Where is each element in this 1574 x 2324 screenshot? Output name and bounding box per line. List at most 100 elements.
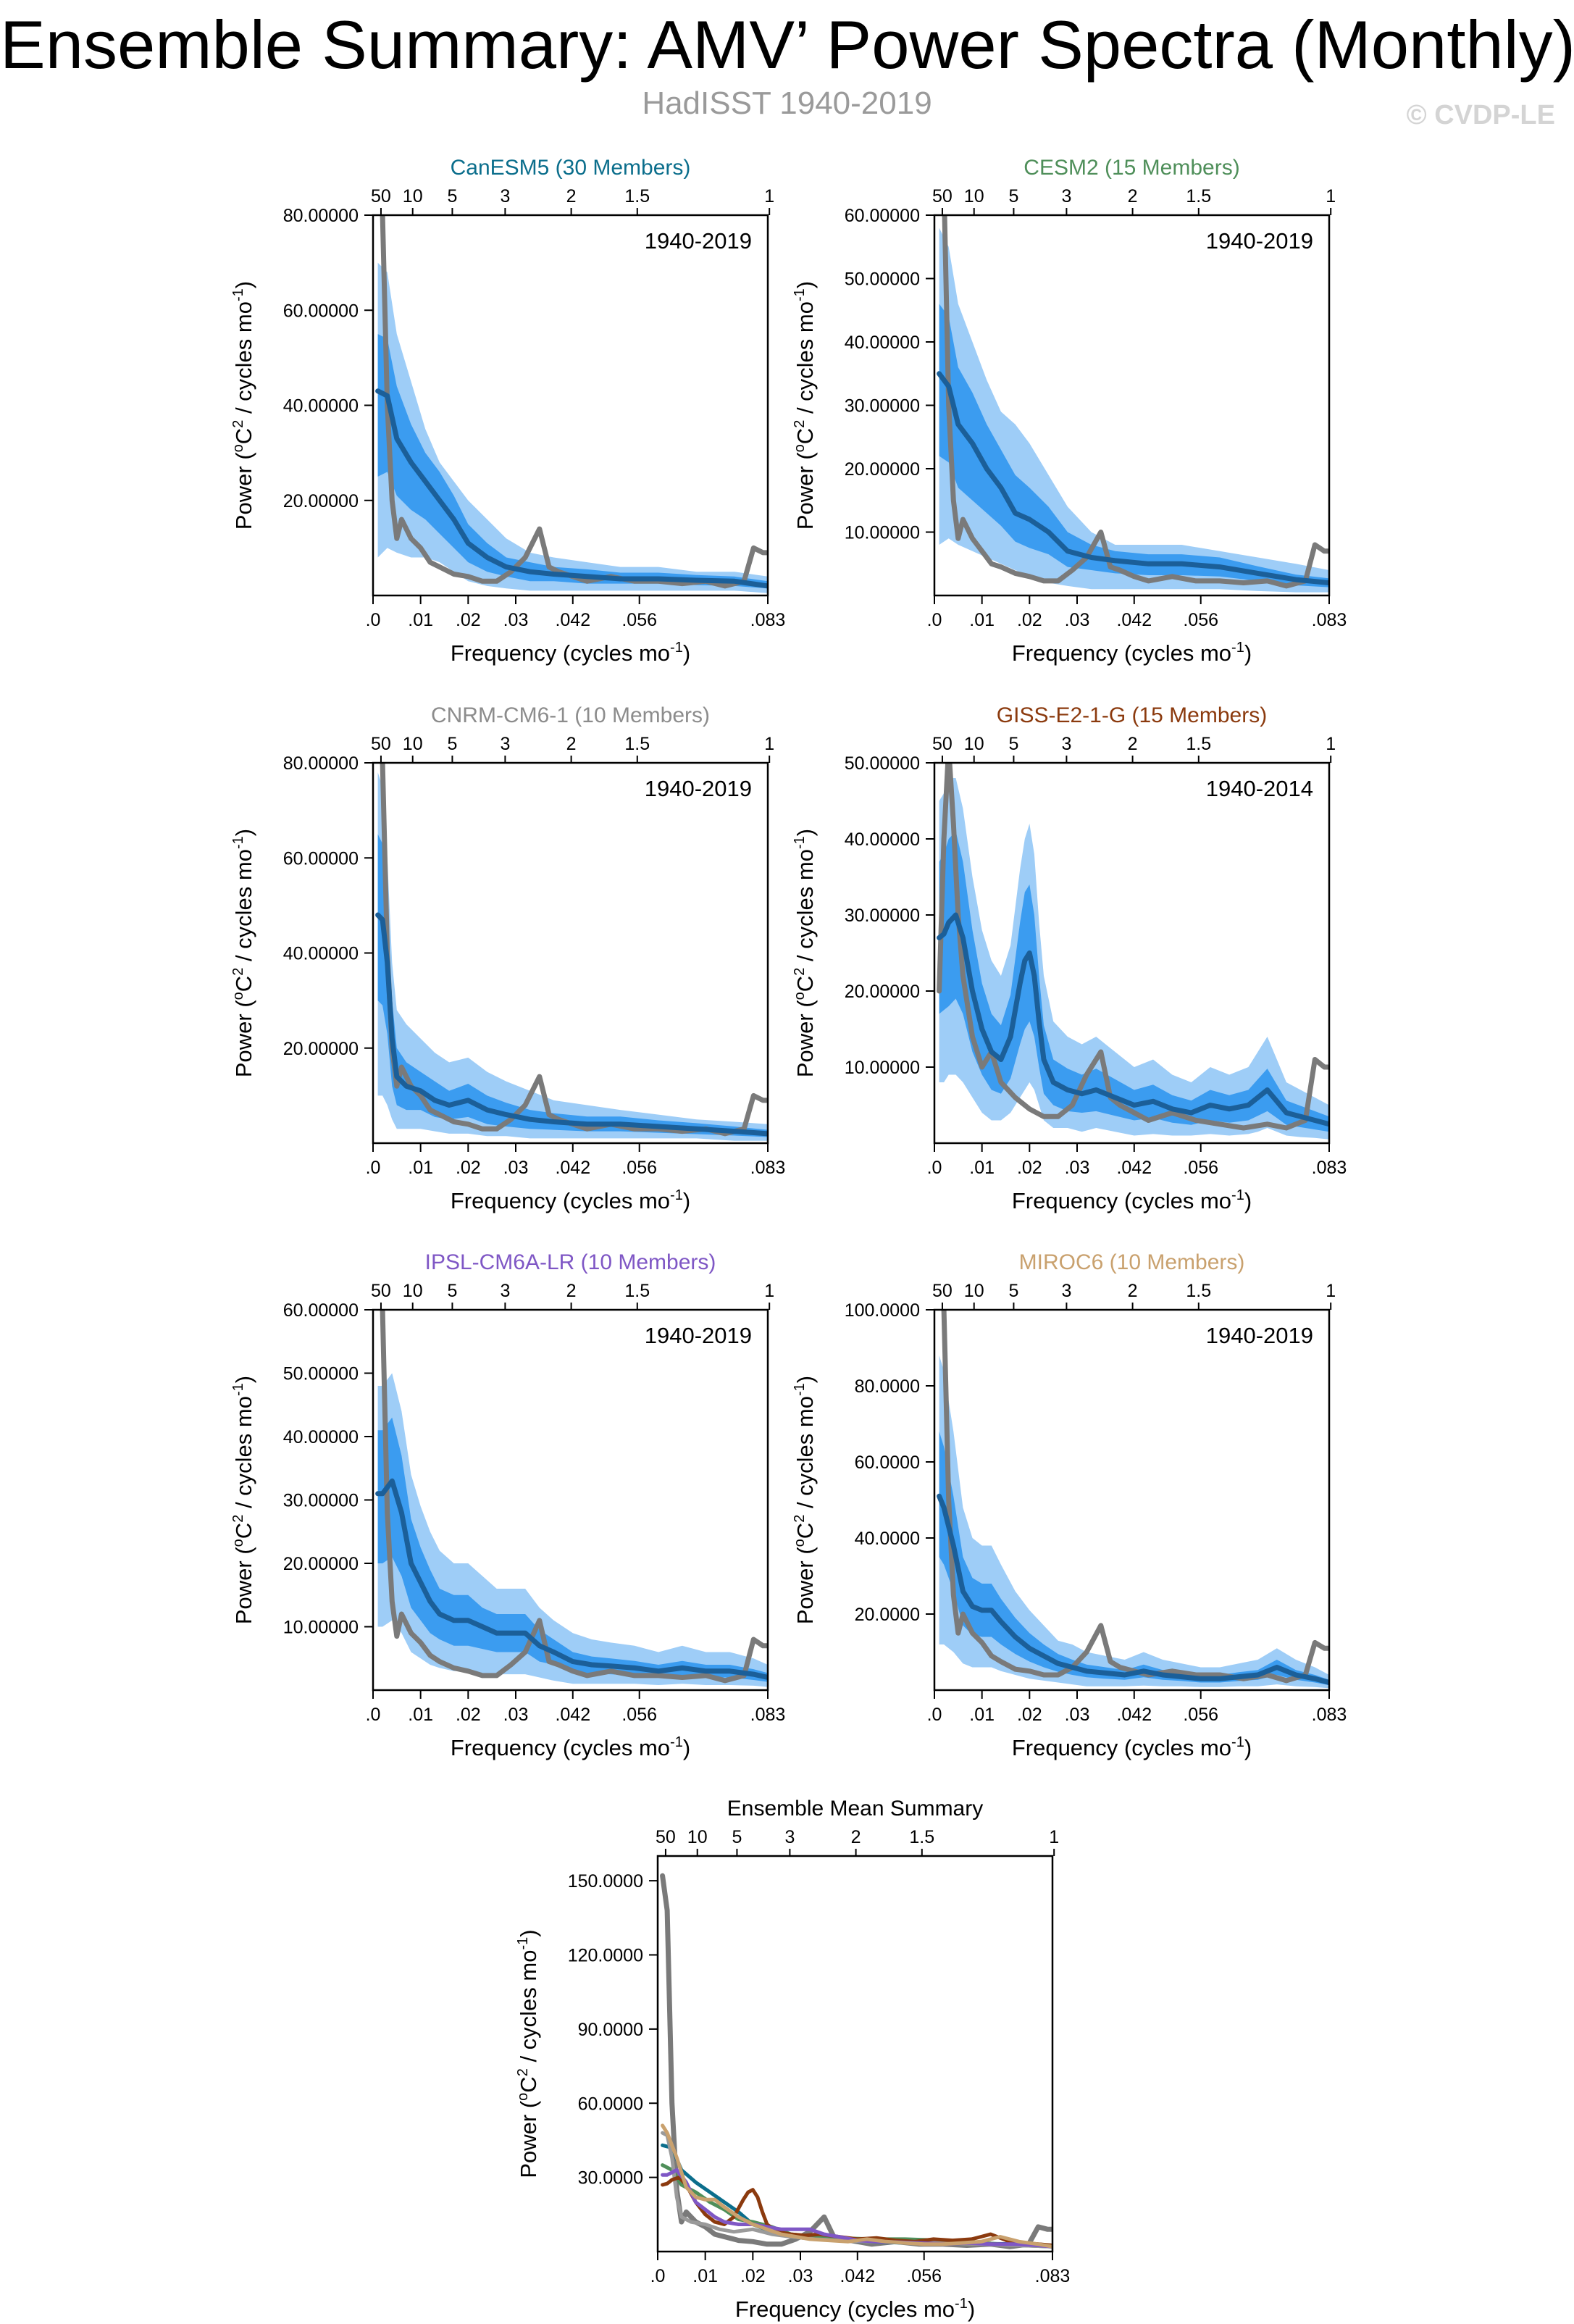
obs-line (941, 1310, 1329, 1684)
y-tick-label: 50.00000 (283, 1364, 359, 1384)
x-tick-label: .056 (621, 610, 657, 630)
x-tick-label: .056 (621, 1705, 657, 1725)
panel-giss-e2-1-g-15-members: 10.00000 20.00000 30.00000 40.00000 50.00000… (792, 703, 1347, 1213)
y-axis-label: Power (oC2 / cycles mo-1) (792, 1376, 818, 1624)
y-tick-label: 10.00000 (283, 1618, 359, 1638)
period-tick-label: 10 (403, 1281, 423, 1301)
x-tick-label: .083 (750, 1158, 786, 1178)
x-tick-label: .02 (456, 1158, 481, 1178)
period-tick-label: 3 (1061, 1281, 1071, 1301)
period-label: 1940-2019 (645, 776, 752, 801)
period-tick-label: 1.5 (1186, 734, 1211, 754)
panel-title: CanESM5 (30 Members) (451, 156, 691, 180)
period-label: 1940-2014 (1206, 776, 1313, 801)
ensemble-mean-line (937, 371, 1329, 585)
range-band-outer (939, 1355, 1329, 1689)
period-tick-label: 3 (1061, 186, 1071, 206)
range-band-outer (939, 227, 1329, 593)
x-tick-label: .083 (1035, 2266, 1071, 2286)
period-tick-label: 2 (566, 734, 577, 754)
x-axis-label: Frequency (cycles mo-1) (735, 2296, 975, 2322)
plot-area (937, 763, 1329, 1140)
period-tick-label: 5 (447, 1281, 457, 1301)
y-tick-label: 40.00000 (283, 1427, 359, 1447)
period-tick-label: 1 (764, 1281, 774, 1301)
y-axis-label: Power (oC2 / cycles mo-1) (230, 1376, 256, 1624)
y-tick-label: 50.00000 (845, 753, 920, 774)
period-tick-label: 1.5 (624, 734, 650, 754)
y-tick-label: 20.00000 (283, 1039, 359, 1059)
y-tick-label: 60.00000 (283, 301, 359, 321)
ensemble-mean-line (375, 912, 768, 1137)
period-tick-label: 50 (371, 734, 391, 754)
obs-line (380, 1310, 768, 1684)
period-tick-label: 3 (500, 1281, 510, 1301)
x-tick-label: .03 (788, 2266, 813, 2286)
y-axis-label: Power (oC2 / cycles mo-1) (515, 1929, 541, 2178)
x-tick-label: .01 (969, 1705, 995, 1725)
period-label: 1940-2019 (1206, 228, 1313, 254)
period-tick-label: 50 (932, 734, 953, 754)
period-tick-label: 5 (447, 186, 457, 206)
x-tick-label: .083 (1312, 1158, 1347, 1178)
ensemble-mean-line (375, 388, 768, 589)
x-tick-label: .03 (1065, 610, 1090, 630)
panel-title: CNRM-CM6-1 (10 Members) (431, 703, 710, 727)
period-tick-label: 2 (1128, 734, 1138, 754)
x-tick-label: .056 (906, 2266, 942, 2286)
period-tick-label: 1 (764, 186, 774, 206)
y-tick-label: 60.00000 (845, 206, 920, 226)
x-tick-label: .0 (366, 1705, 381, 1725)
y-tick-label: 60.0000 (578, 2094, 643, 2114)
x-tick-label: .0 (927, 610, 942, 630)
period-tick-label: 1 (1326, 734, 1336, 754)
x-tick-label: .042 (555, 1158, 590, 1178)
x-tick-label: .042 (1116, 610, 1152, 630)
period-tick-label: 10 (687, 1827, 708, 1847)
x-tick-label: .083 (750, 1705, 786, 1725)
plot-area (937, 215, 1329, 593)
panel-title: Ensemble Mean Summary (727, 1797, 983, 1821)
y-tick-label: 80.0000 (855, 1376, 920, 1397)
x-tick-label: .01 (408, 1705, 433, 1725)
plot-frame (656, 1855, 1054, 2253)
figure-title: Ensemble Summary: AMV’ Power Spectra (Mo… (0, 7, 1574, 83)
panel-title: MIROC6 (10 Members) (1019, 1250, 1245, 1274)
line-canesm5 (661, 2143, 1052, 2249)
x-tick-label: .01 (408, 610, 433, 630)
period-label: 1940-2019 (645, 1323, 752, 1348)
x-axis-label: Frequency (cycles mo-1) (1012, 640, 1252, 666)
y-tick-label: 80.00000 (283, 206, 359, 226)
x-tick-label: .056 (1183, 1158, 1218, 1178)
x-tick-label: .02 (456, 1705, 481, 1725)
x-tick-label: .0 (366, 610, 381, 630)
x-tick-label: .03 (503, 1158, 529, 1178)
range-band-inner (377, 1417, 768, 1682)
period-tick-label: 1 (1326, 1281, 1336, 1301)
period-tick-label: 1.5 (624, 1281, 650, 1301)
x-tick-label: .01 (692, 2266, 718, 2286)
x-axis-label: Frequency (cycles mo-1) (451, 1734, 690, 1760)
x-tick-label: .0 (650, 2266, 666, 2286)
period-tick-label: 1.5 (1186, 186, 1211, 206)
x-tick-label: .02 (1017, 1705, 1042, 1725)
x-tick-label: .01 (408, 1158, 433, 1178)
period-tick-label: 2 (566, 186, 577, 206)
y-tick-label: 30.0000 (578, 2168, 643, 2189)
period-tick-label: 5 (732, 1827, 742, 1847)
y-axis-label: Power (oC2 / cycles mo-1) (792, 829, 818, 1077)
y-tick-label: 100.0000 (845, 1300, 920, 1321)
ensemble-mean-line (937, 1493, 1329, 1685)
x-tick-label: .0 (927, 1158, 942, 1178)
y-tick-label: 40.00000 (283, 396, 359, 417)
period-tick-label: 1.5 (909, 1827, 934, 1847)
y-tick-label: 60.00000 (283, 1300, 359, 1321)
period-tick-label: 1 (764, 734, 774, 754)
period-tick-label: 2 (851, 1827, 861, 1847)
period-tick-label: 3 (1061, 734, 1071, 754)
panel-ensemble-mean-summary: 30.0000 60.0000 90.0000 120.0000 150.0000 .0.… (515, 1797, 1070, 2322)
y-tick-label: 60.00000 (283, 848, 359, 869)
y-tick-label: 50.00000 (845, 269, 920, 290)
y-tick-label: 10.00000 (845, 523, 920, 543)
